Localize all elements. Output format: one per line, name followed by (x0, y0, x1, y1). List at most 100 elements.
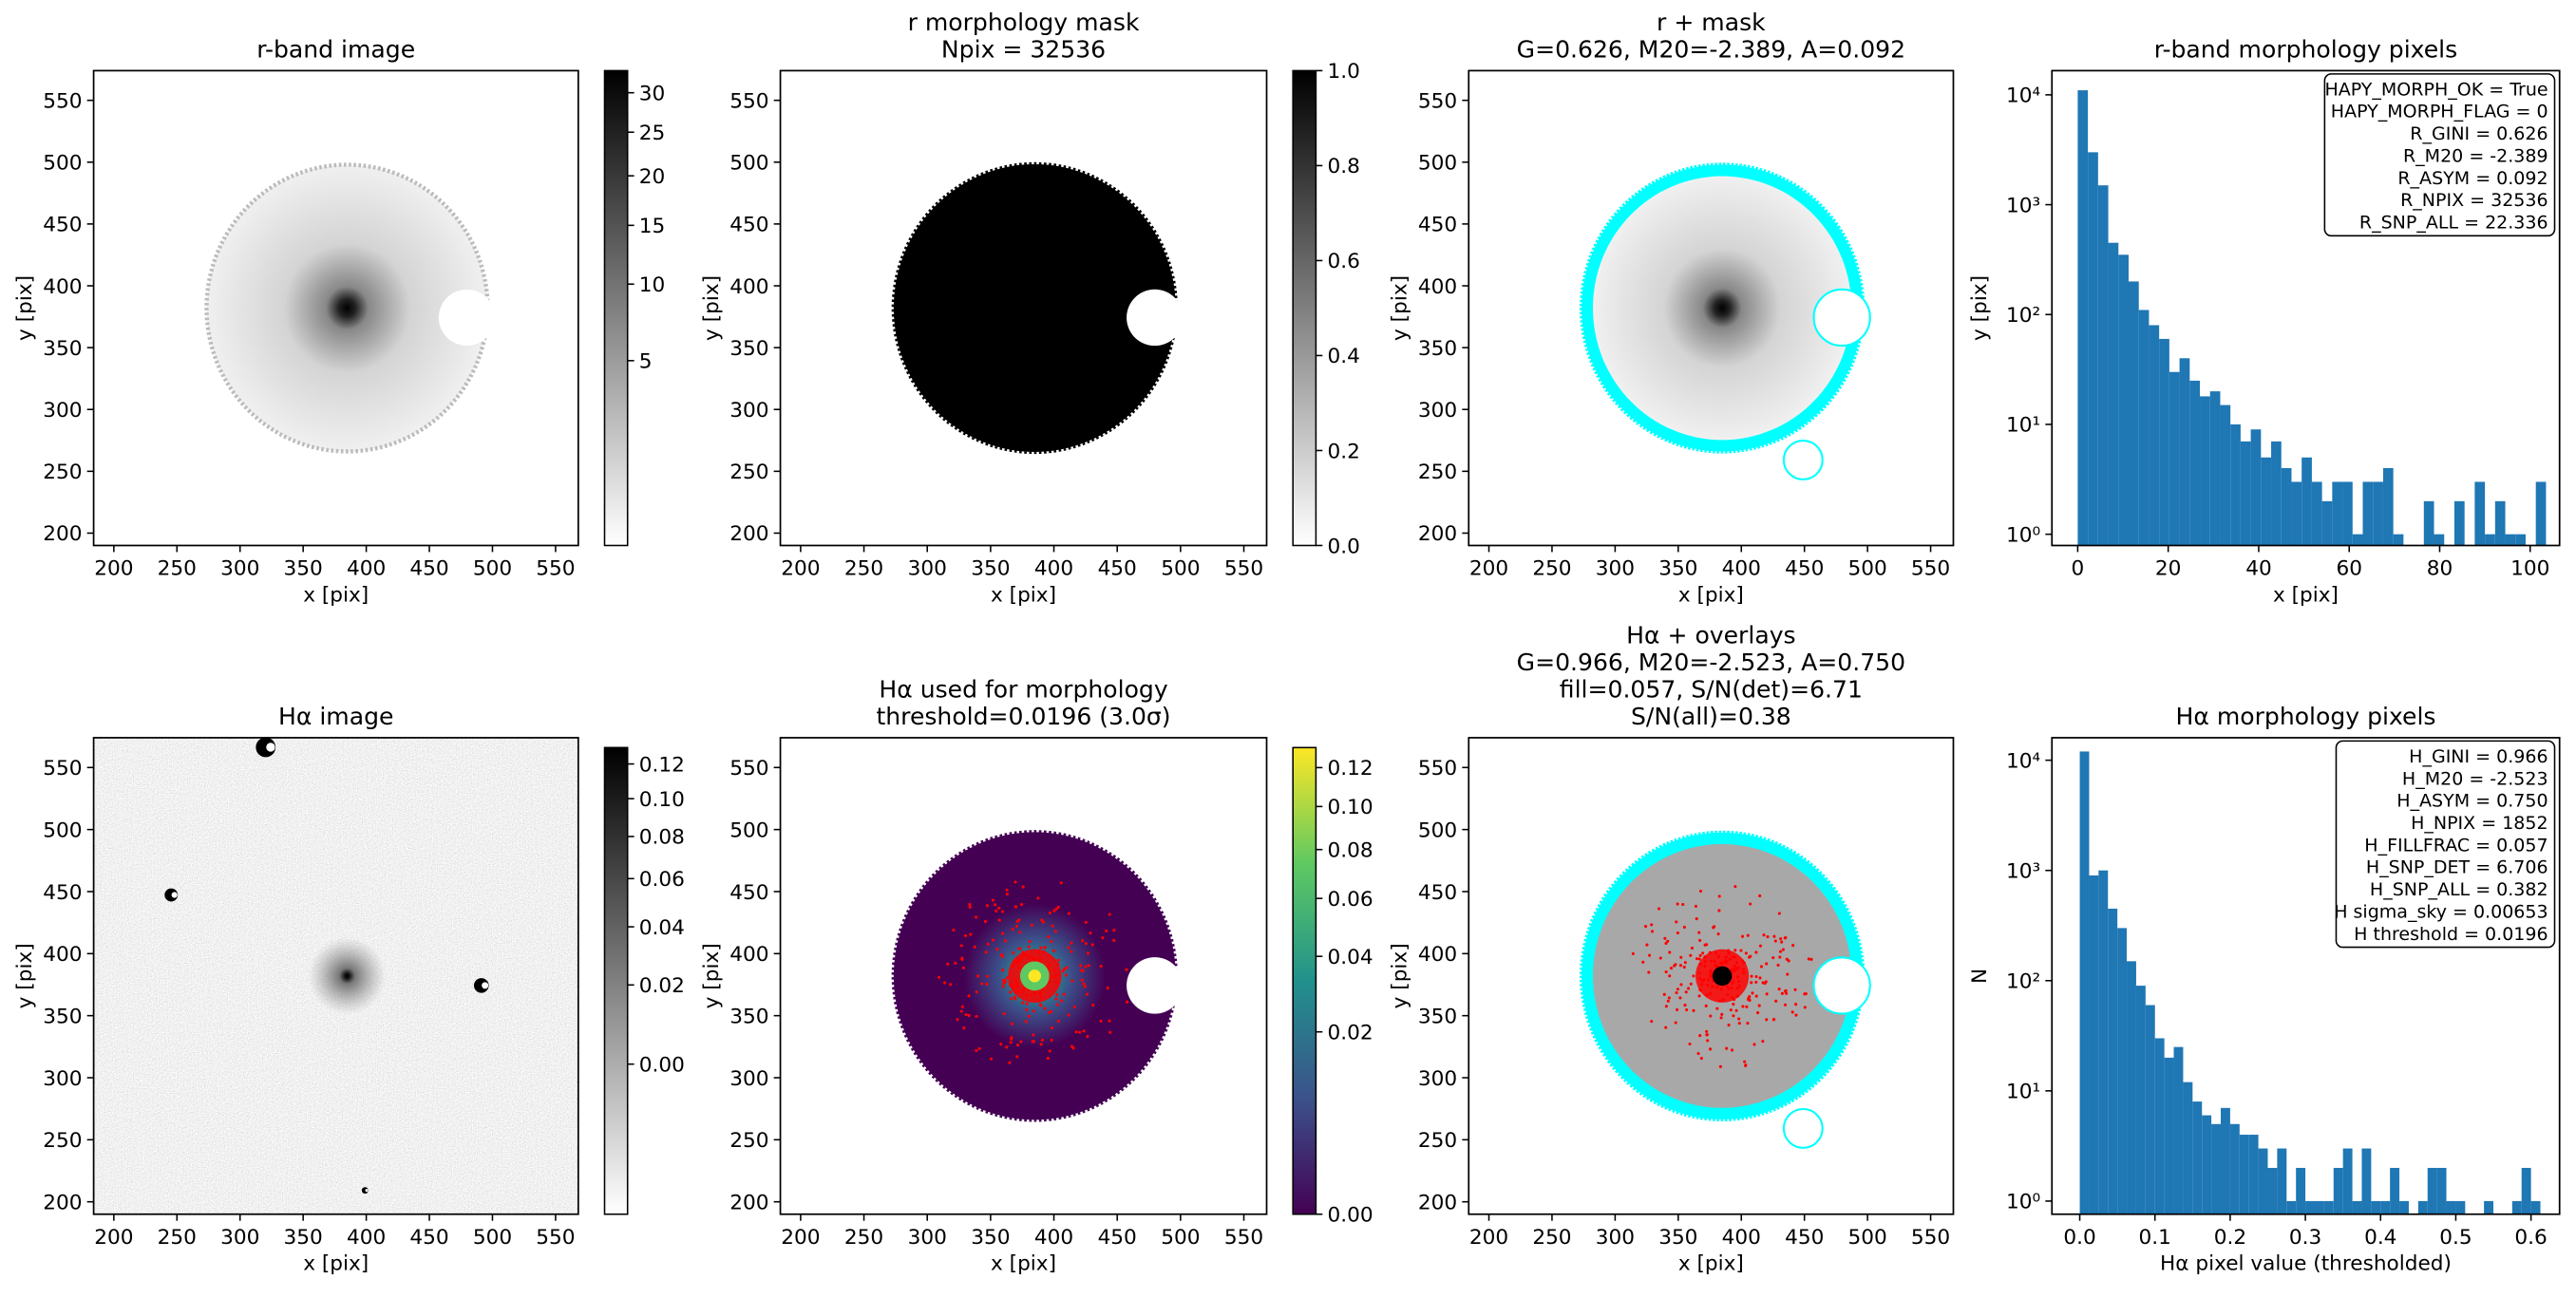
y-tick-label: 500 (1418, 818, 1457, 842)
source (473, 978, 489, 993)
histogram-bar (2436, 1167, 2447, 1214)
detected-pixel (1692, 1008, 1695, 1012)
histogram-bar (2342, 1148, 2353, 1214)
panel-title: fill=0.057, S/N(det)=6.71 (1560, 676, 1863, 704)
detected-pixel (1025, 1007, 1029, 1011)
detected-pixel (1762, 933, 1766, 937)
y-axis-label: y [pix] (700, 943, 724, 1008)
colorbar-tick-label: 10 (639, 273, 665, 297)
detected-pixel (1021, 1001, 1025, 1005)
panel-title: r-band morphology pixels (2154, 36, 2457, 64)
detected-pixel (975, 990, 978, 994)
detected-pixel (1067, 1013, 1070, 1017)
histogram-bar (2240, 441, 2251, 546)
annotation-box (2323, 73, 2556, 237)
detected-pixel (1003, 939, 1008, 943)
x-tick-label: 80 (2427, 557, 2453, 581)
detected-pixel (1641, 960, 1645, 964)
detected-pixel (1091, 1004, 1095, 1007)
detected-pixel (1746, 1022, 1750, 1025)
detected-pixel (1054, 997, 1058, 1001)
detected-pixel (1794, 1013, 1798, 1017)
source (361, 1187, 369, 1195)
histogram-bar (2108, 242, 2119, 546)
y-tick-label: 450 (43, 881, 82, 905)
y-tick-label: 10² (2006, 970, 2040, 994)
histogram-bar (2505, 534, 2516, 546)
annotation-line: R_NPIX = 32536 (2400, 190, 2548, 211)
annotation-line: R_ASYM = 0.092 (2397, 168, 2548, 189)
detected-pixel (1712, 926, 1715, 930)
histogram-bar (2145, 1005, 2155, 1214)
detected-pixel (1125, 968, 1128, 971)
histogram-bar (2455, 1200, 2466, 1214)
panel-title: Npix = 32536 (941, 36, 1106, 64)
detected-pixel (1765, 1018, 1769, 1022)
detected-pixel (1783, 1003, 1788, 1006)
colorbar-tick-label: 20 (639, 165, 665, 189)
x-tick-label: 550 (1224, 557, 1263, 581)
detected-pixel (1020, 903, 1024, 907)
detected-pixel (1809, 957, 1813, 961)
detected-pixel (1718, 1064, 1722, 1068)
histogram-bar (2311, 481, 2322, 546)
detected-pixel (1785, 957, 1789, 961)
histogram-bar (2333, 1167, 2343, 1214)
detected-pixel (1062, 992, 1066, 996)
annotation-box (2335, 740, 2556, 949)
axes-frame (1468, 69, 1955, 547)
mask-cutout (1812, 288, 1871, 348)
detected-pixel (1009, 990, 1013, 994)
detected-pixel (1048, 1049, 1051, 1053)
x-tick-label: 200 (94, 557, 133, 581)
detected-pixel (1056, 1019, 1060, 1024)
detected-pixel (1648, 953, 1652, 957)
histogram-bar (2362, 481, 2374, 546)
y-tick-label: 400 (729, 943, 768, 967)
histogram-bar (2453, 500, 2465, 546)
detected-pixel (1664, 941, 1668, 946)
colorbar (1292, 746, 1317, 1215)
detected-pixel (1059, 881, 1063, 885)
detected-pixel (1733, 885, 1737, 889)
x-tick-label: 500 (473, 557, 512, 581)
detected-pixel (1086, 951, 1090, 955)
panel: Hα image 200 250 300 350 400 450 500 550 200 250 30… (13, 703, 685, 1275)
detected-pixel (997, 918, 1001, 922)
detected-pixel (1024, 1020, 1028, 1024)
panel-title: G=0.966, M20=-2.523, A=0.750 (1517, 649, 1905, 676)
x-tick-label: 550 (536, 1226, 575, 1250)
panel-title: S/N(all)=0.38 (1631, 703, 1791, 730)
x-tick-label: 450 (1785, 1226, 1824, 1250)
detected-pixel (946, 962, 950, 966)
detected-pixel (1086, 1035, 1089, 1039)
detected-pixel (1734, 1008, 1738, 1012)
detected-pixel (999, 1043, 1003, 1046)
histogram-bar (2399, 1200, 2409, 1214)
x-tick-label: 350 (971, 557, 1010, 581)
detected-pixel (1793, 988, 1797, 991)
x-axis-label: x [pix] (991, 1252, 1056, 1276)
image (891, 161, 1184, 480)
detected-pixel (983, 919, 987, 924)
colorbar-tick-label: 0.12 (639, 753, 685, 777)
y-tick-label: 10¹ (2006, 1081, 2040, 1104)
x-tick-label: 250 (158, 557, 197, 581)
detected-pixel (1717, 909, 1721, 912)
detected-pixel (1108, 1030, 1112, 1034)
detected-pixel (1698, 889, 1703, 894)
source-highlight (266, 743, 275, 752)
detected-pixel (1015, 1044, 1020, 1047)
detected-pixel (1764, 980, 1768, 984)
detected-pixel (1705, 1029, 1709, 1033)
detected-pixel (1070, 979, 1074, 983)
detected-pixel (1781, 948, 1785, 951)
detected-pixel (943, 981, 947, 985)
detected-pixel (1030, 923, 1033, 927)
x-tick-label: 300 (220, 557, 259, 581)
detected-pixel (1740, 934, 1745, 938)
detected-pixel (1706, 1039, 1710, 1043)
detected-pixel (1112, 929, 1116, 932)
detected-pixel (1005, 893, 1010, 896)
